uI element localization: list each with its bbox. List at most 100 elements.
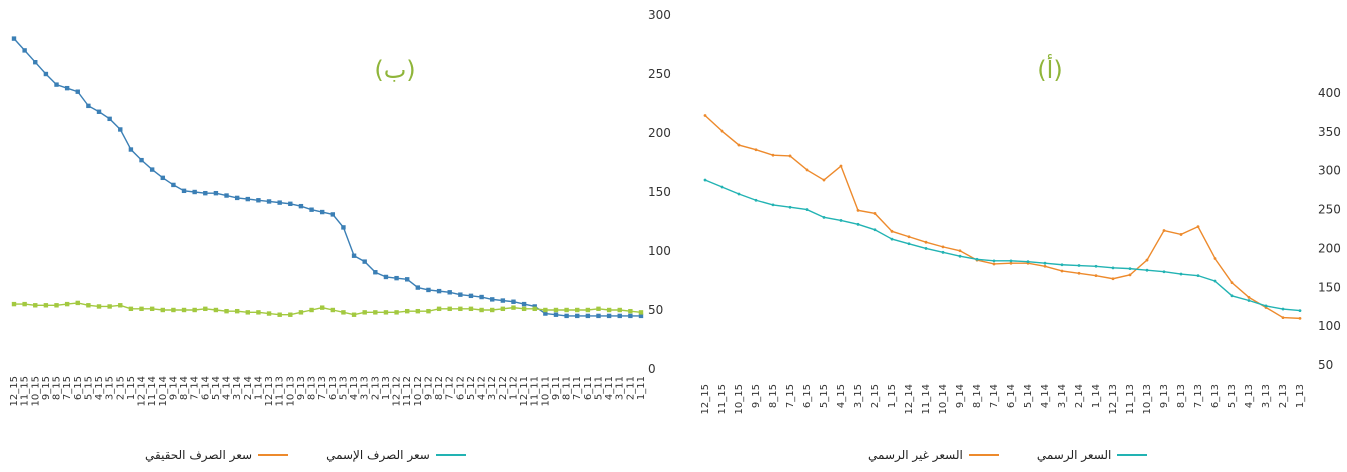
x-tick-label: 5_15	[819, 384, 830, 408]
series-0-point	[107, 116, 112, 122]
x-tick-label: 11_15	[717, 384, 728, 414]
series-1-point	[181, 307, 187, 313]
series-0-point	[511, 299, 516, 304]
series-0-point	[436, 288, 442, 294]
x-tick-label: 2_15	[870, 384, 881, 408]
series-0-point	[617, 313, 622, 319]
y-tick-label: 400	[1318, 86, 1341, 100]
series-1-point	[192, 307, 197, 313]
series-0-point	[1196, 225, 1200, 229]
series-0-point	[405, 277, 410, 282]
series-0-point	[203, 190, 208, 196]
legend-item-nominal: سعر الصرف الإسمي	[326, 448, 466, 462]
series-0-point	[11, 36, 17, 41]
x-tick-label: 6_11	[583, 376, 594, 400]
series-1-point	[351, 312, 357, 317]
series-0-point	[490, 297, 495, 302]
series-0-point	[1043, 264, 1047, 268]
series-0-point	[54, 82, 59, 87]
x-tick-label: 11_14	[921, 384, 932, 414]
series-1-point	[203, 306, 208, 312]
legend-swatch-official	[1117, 454, 1148, 456]
x-tick-label: 5_15	[83, 376, 94, 400]
series-0-point	[341, 225, 346, 230]
x-tick-label: 11_14	[147, 376, 158, 406]
series-1-point	[805, 208, 809, 211]
series-1-point	[43, 303, 49, 308]
x-tick-label: 12_12	[392, 376, 403, 406]
series-0-point	[992, 262, 996, 266]
series-1-point	[1179, 272, 1183, 276]
series-0-point	[86, 103, 91, 109]
series-0-point	[479, 294, 484, 300]
series-1-point	[447, 306, 452, 312]
series-1-point	[341, 310, 346, 315]
series-1-point	[256, 310, 261, 315]
x-tick-label: 7_15	[62, 376, 73, 400]
series-1-point	[245, 310, 250, 315]
chart-a: (أ) 50 100 150 200 250 300 350 400 12_15 11_15 10_1…	[700, 54, 1341, 414]
series-0-point	[500, 298, 506, 303]
x-tick-label: 8_14	[179, 376, 190, 400]
y-tick-label: 50	[648, 303, 663, 317]
series-1-point	[754, 198, 758, 202]
x-tick-label: 4_15	[836, 384, 847, 408]
legend-b: سعر الصرف الإسمي سعر الصرف الحقيقي	[145, 448, 466, 462]
series-1-point	[309, 307, 314, 313]
x-tick-label: 4_11	[604, 376, 615, 400]
series-1-point	[521, 306, 527, 312]
x-tick-label: 8_15	[52, 376, 63, 400]
series-0-point	[703, 114, 707, 117]
series-0-point	[213, 190, 219, 196]
series-1-point	[277, 312, 282, 317]
series-1-point	[426, 308, 431, 314]
x-tick-label: 5_13	[338, 376, 349, 400]
x-tick-label: 11_11	[530, 376, 541, 406]
series-1-point	[64, 301, 70, 307]
series-1-point	[330, 307, 336, 313]
series-1-point	[11, 301, 17, 307]
x-tick-label: 6_13	[328, 376, 339, 400]
series-0-point	[266, 199, 272, 204]
series-1-point	[1213, 279, 1217, 283]
series-0-point	[277, 200, 282, 205]
series-1-point	[1145, 268, 1149, 272]
x-tick-label: 9_14	[168, 376, 179, 400]
x-tick-label: 2_12	[498, 376, 509, 400]
series-0-point	[256, 198, 261, 203]
panel-label: (ب)	[374, 56, 415, 84]
x-tick-label: 12_13	[264, 376, 275, 406]
x-tick-label: 9_15	[751, 384, 762, 408]
legend-item-parallel: السعر غير الرسمي	[868, 448, 999, 462]
y-tick-label: 250	[648, 67, 671, 81]
x-tick-label: 4_12	[477, 376, 488, 400]
series-0-point	[330, 212, 336, 217]
series-0-point	[543, 311, 548, 316]
x-tick-label: 12_14	[137, 376, 148, 406]
series-0-point	[1281, 316, 1285, 319]
x-tick-label: 5_13	[1227, 384, 1238, 408]
x-tick-label: 1_12	[508, 376, 519, 400]
series-1-point	[511, 305, 516, 310]
series-0-point	[941, 245, 945, 249]
series-0-point	[362, 259, 367, 264]
series-0-point	[907, 235, 911, 239]
series-1-point	[822, 215, 826, 219]
series-0-point	[245, 196, 250, 202]
series-1-point	[298, 310, 304, 315]
series-0-point	[521, 301, 527, 307]
series-1-point	[22, 301, 27, 307]
series-1-point	[1060, 263, 1064, 267]
series-1-point	[771, 203, 775, 207]
series-1-point	[1162, 270, 1166, 274]
series-1-point	[1077, 264, 1081, 267]
y-tick-label: 350	[1318, 125, 1341, 139]
series-0-point	[754, 148, 758, 152]
series-0-point	[1094, 274, 1098, 278]
x-tick-label: 5_12	[466, 376, 477, 400]
y-tick-label: 200	[1318, 241, 1341, 255]
x-tick-label: 9_13	[296, 376, 307, 400]
x-tick-label: 2_13	[1278, 384, 1289, 408]
series-1-point	[907, 242, 911, 246]
series-1-point	[479, 307, 484, 313]
